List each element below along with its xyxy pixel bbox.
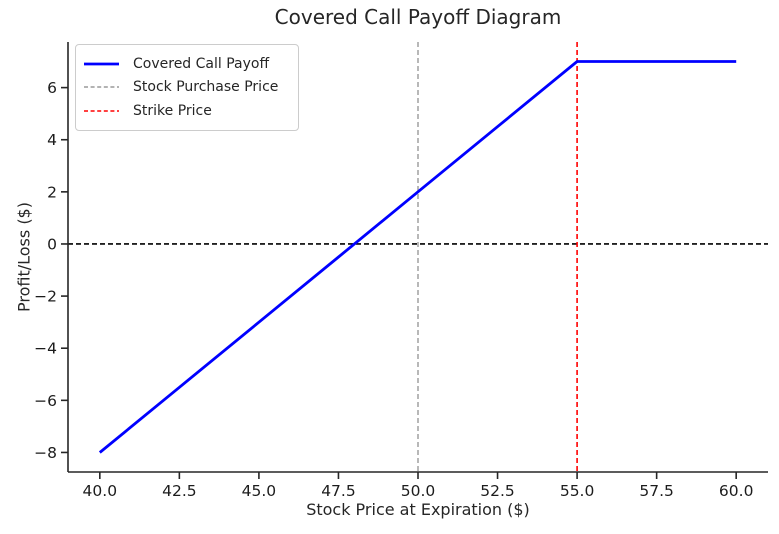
- legend-item-label: Strike Price: [133, 102, 212, 119]
- legend-line-sample-icon: [84, 62, 119, 66]
- x-tick-label: 60.0: [719, 482, 754, 500]
- series-line-covered-call-payoff: [98, 60, 737, 454]
- x-axis-label: Stock Price at Expiration ($): [306, 500, 530, 519]
- legend-item-0: Covered Call Payoff: [83, 52, 288, 76]
- y-tick-label: 0: [47, 235, 57, 253]
- y-tick-label: 2: [47, 183, 57, 201]
- x-tick-label: 50.0: [401, 482, 436, 500]
- legend-item-label: Covered Call Payoff: [133, 55, 270, 72]
- x-tick-label: 47.5: [321, 482, 356, 500]
- y-tick-label: −2: [34, 288, 57, 306]
- y-tick-label: −8: [34, 444, 57, 462]
- y-tick-label: 4: [47, 131, 57, 149]
- legend-item-1: Stock Purchase Price: [83, 76, 288, 100]
- legend-item-2: Strike Price: [83, 99, 288, 123]
- x-tick-label: 42.5: [162, 482, 197, 500]
- chart-title: Covered Call Payoff Diagram: [274, 5, 562, 29]
- y-tick-label: −6: [34, 392, 57, 410]
- x-tick-label: 55.0: [560, 482, 595, 500]
- y-tick-label: 6: [47, 79, 57, 97]
- y-tick-label: −4: [34, 340, 57, 358]
- legend-line-sample-icon: [84, 86, 119, 88]
- x-tick-label: 40.0: [83, 482, 118, 500]
- y-axis-label: Profit/Loss ($): [14, 202, 34, 312]
- legend-item-label: Stock Purchase Price: [133, 79, 279, 96]
- x-tick-label: 57.5: [639, 482, 674, 500]
- x-tick-label: 52.5: [480, 482, 515, 500]
- legend-line-sample-icon: [84, 109, 119, 112]
- legend: Covered Call Payoff Stock Purchase Price S…: [75, 44, 299, 131]
- x-tick-label: 45.0: [242, 482, 277, 500]
